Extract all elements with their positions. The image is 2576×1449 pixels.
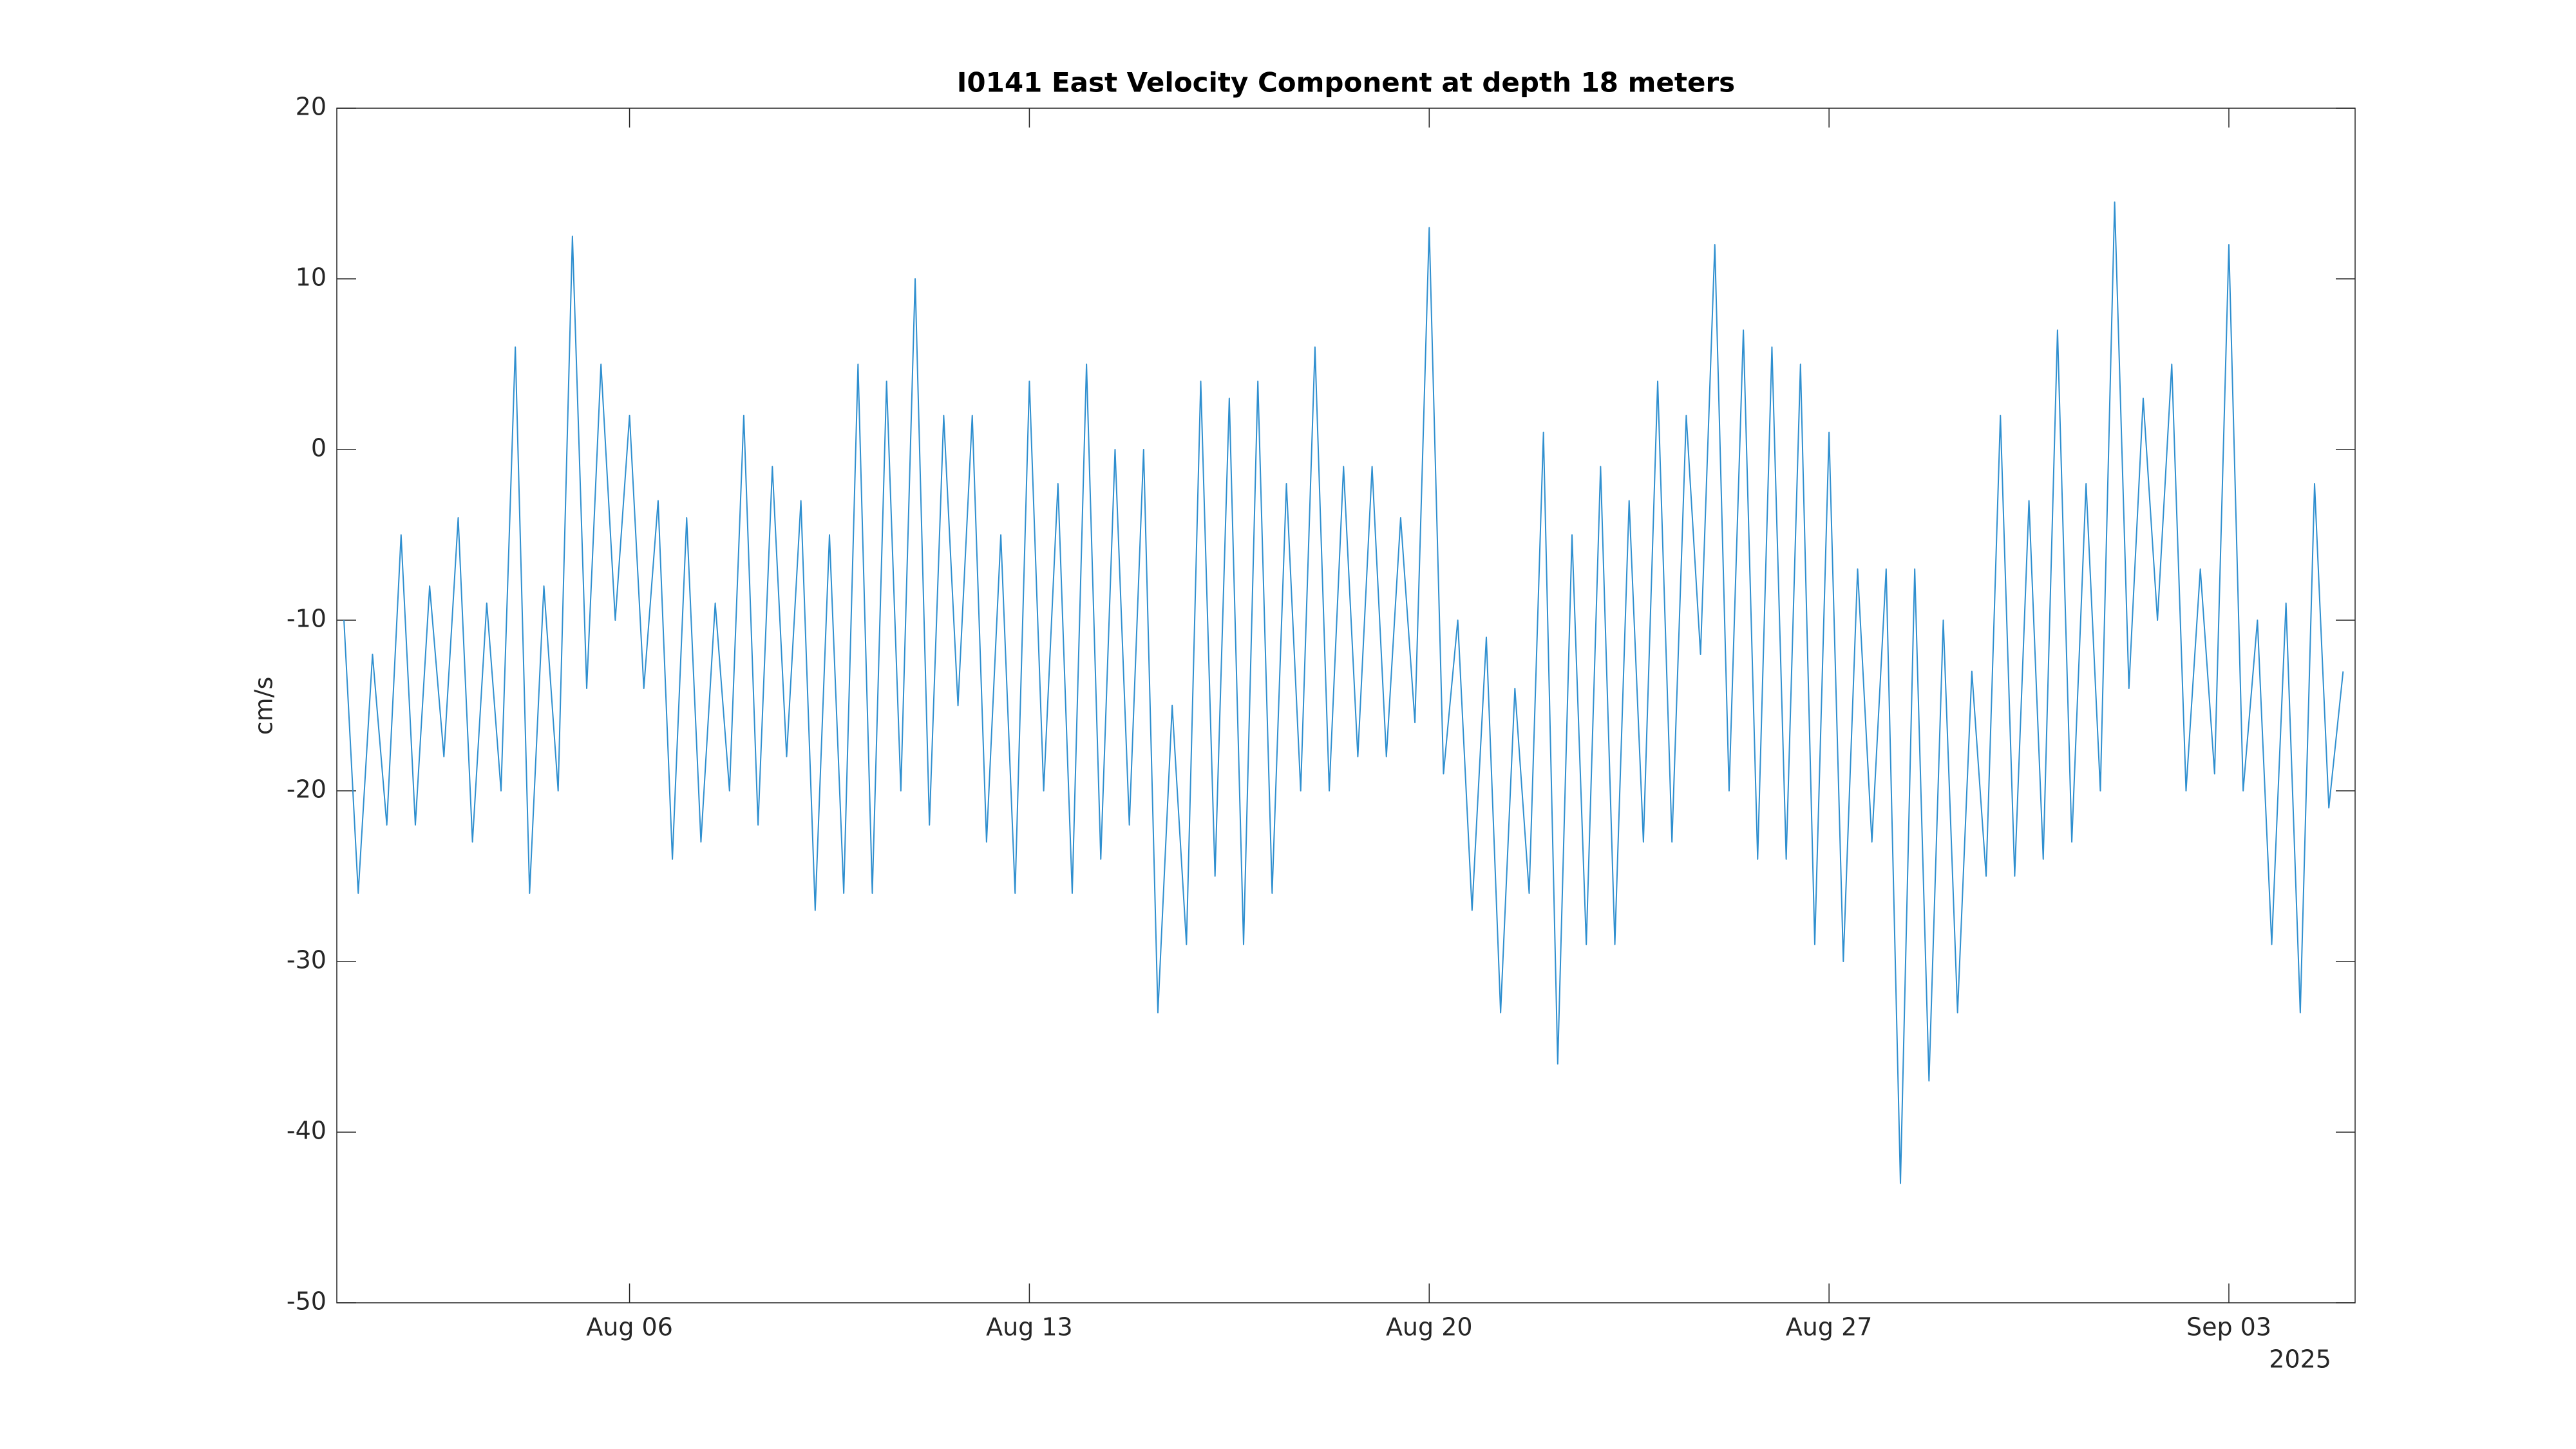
y-tick-label: -30 (287, 946, 327, 974)
plot-frame (336, 108, 2356, 1303)
chart-title: I0141 East Velocity Component at depth 1… (957, 67, 1735, 99)
y-axis-label: cm/s (250, 677, 278, 735)
y-tick-label: -40 (287, 1117, 327, 1145)
x-tick-label: Aug 13 (986, 1313, 1073, 1341)
y-tick-label: 0 (311, 434, 327, 462)
y-tick-label: 20 (296, 93, 327, 121)
x-tick-label: Aug 27 (1786, 1313, 1873, 1341)
x-axis-year: 2025 (2269, 1345, 2331, 1374)
x-tick-label: Aug 06 (586, 1313, 673, 1341)
y-tick-label: -50 (287, 1287, 327, 1316)
x-tick-label: Sep 03 (2186, 1313, 2271, 1341)
data-line (343, 201, 2344, 1184)
y-tick-label: 10 (296, 263, 327, 292)
y-tick-label: -20 (287, 775, 327, 804)
y-tick-label: -10 (287, 605, 327, 633)
x-tick-label: Aug 20 (1386, 1313, 1473, 1341)
